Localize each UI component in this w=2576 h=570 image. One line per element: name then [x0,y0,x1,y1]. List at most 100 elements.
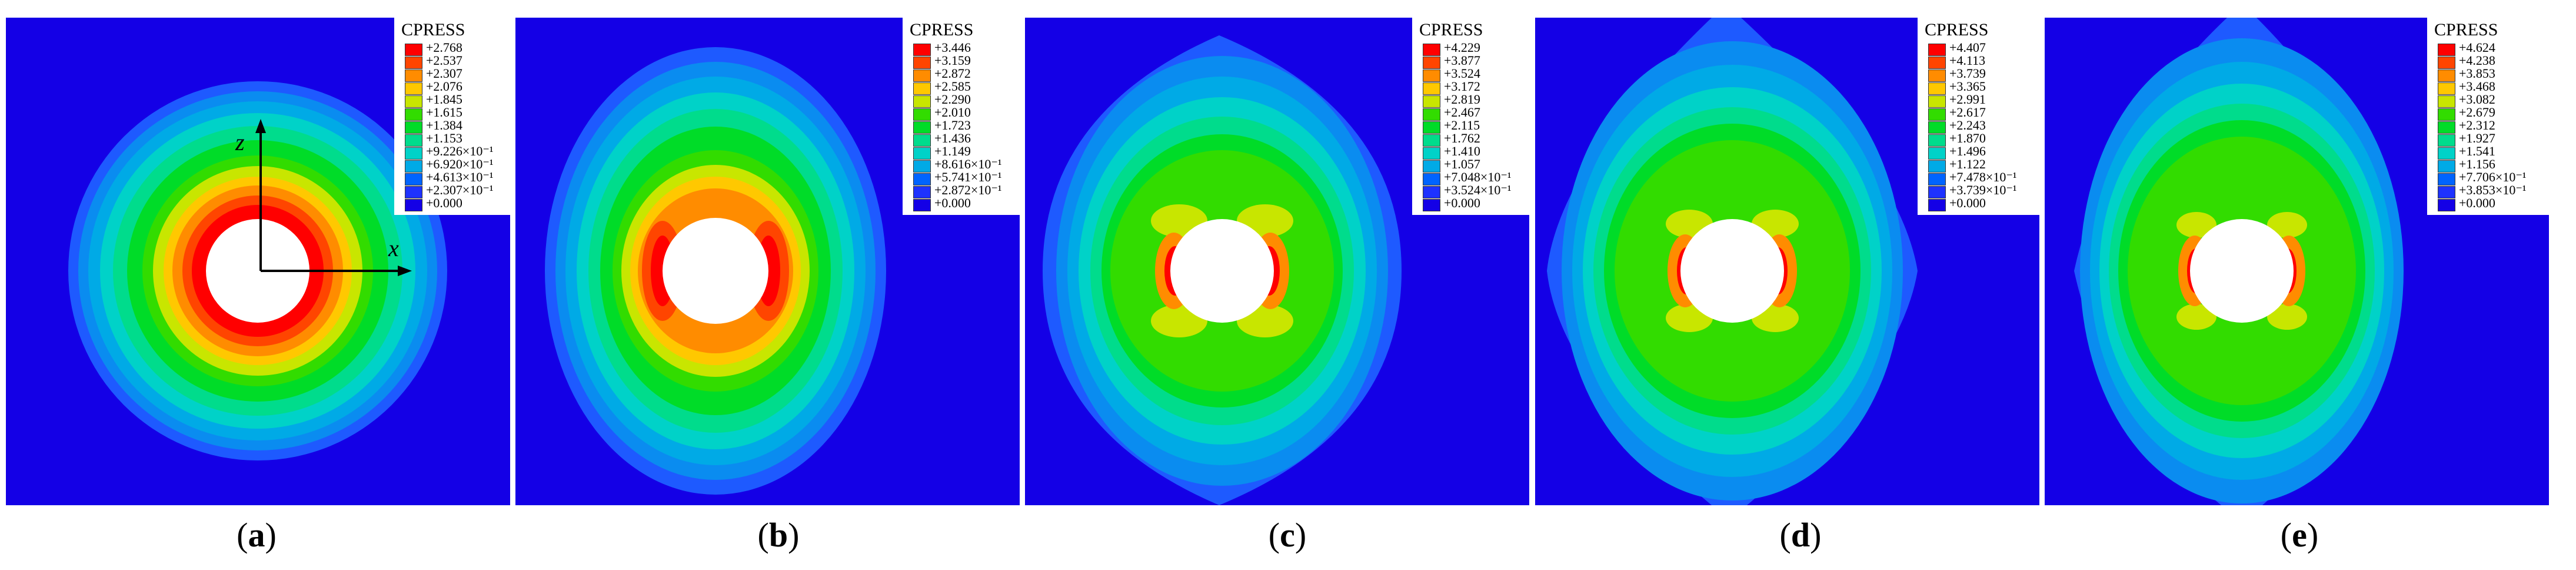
legend-swatch [1928,95,1946,108]
legend-value: +1.149 [934,144,971,158]
hole-d [1680,219,1784,323]
legend-value: +0.000 [934,195,971,210]
legend-d: CPRESS +4.407 +4.113 +3.739 +3.365 +2.991 +2.… [1918,18,2053,215]
legend-value: +2.819 [1444,92,1480,107]
caption-d: (d) [1779,516,1822,554]
legend-value: +3.365 [1949,79,1986,94]
legend-swatch [2438,160,2455,173]
legend-swatch [1423,95,1440,108]
legend-swatch [405,199,422,211]
legend-value: +4.113 [1949,53,1986,68]
legend-e: CPRESS +4.624 +4.238 +3.853 +3.468 +3.082 +2.… [2427,18,2562,215]
legend-value: +4.624 [2459,40,2495,55]
legend-value: +3.524×10⁻¹ [1444,183,1512,197]
legend-value: +2.307×10⁻¹ [426,183,494,197]
lobe-e-ul [2176,212,2216,238]
lobe-e-ll [2176,304,2216,330]
legend-value: +4.229 [1444,40,1480,55]
legend-title-e: CPRESS [2434,20,2498,39]
legend-swatch [913,44,931,56]
legend-value: +2.872 [934,66,971,81]
legend-swatch [913,134,931,147]
legend-value: +9.226×10⁻¹ [426,144,494,158]
legend-value: +7.706×10⁻¹ [2459,170,2527,184]
lobe-e-ur [2267,212,2307,238]
legend-swatch [405,186,422,198]
legend-value: +2.872×10⁻¹ [934,183,1002,197]
caption-letter-c: c [1280,516,1295,554]
legend-value: +4.238 [2459,53,2495,68]
contour-plot-c [1025,18,1529,505]
z-axis-arrowhead [255,119,266,133]
legend-swatch [2438,95,2455,108]
legend-value: +0.000 [1444,195,1480,210]
legend-swatch [1928,160,1946,173]
legend-value: +1.057 [1444,157,1480,171]
legend-swatch [913,95,931,108]
legend-value: +2.467 [1444,105,1480,120]
legend-swatch [1928,69,1946,82]
legend-b: CPRESS +3.446 +3.159 +2.872 +2.585 +2.290 +2.… [903,18,1038,215]
z-axis-label: z [235,129,245,155]
legend-title-c: CPRESS [1419,20,1483,39]
legend-swatch [2438,199,2455,211]
panel-c: CPRESS +4.229 +3.877 +3.524 +3.172 +2.819 +2.… [1025,18,1547,505]
legend-value: +0.000 [1949,195,1986,210]
legend-swatch [913,108,931,121]
hole-c [1170,219,1274,323]
legend-value: +2.307 [426,66,462,81]
legend-value: +4.407 [1949,40,1986,55]
legend-swatch [1928,147,1946,160]
legend-value: +1.615 [426,105,462,120]
legend-swatch [1423,173,1440,185]
lobe-e-lr [2267,304,2307,330]
legend-value: +0.000 [2459,195,2495,210]
caption-a: (a) [237,516,277,554]
legend-value: +5.741×10⁻¹ [934,170,1002,184]
legend-value: +3.524 [1444,66,1480,81]
legend-swatch [1423,160,1440,173]
panel-a: z x CPRESS +2.768 +2.537 +2.307 +2.076 +1.84… [6,18,530,505]
legend-value: +1.845 [426,92,462,107]
legend-value: +2.991 [1949,92,1986,107]
legend-value: +3.739 [1949,66,1986,81]
legend-swatch [1928,186,1946,198]
legend-swatch [405,173,422,185]
legend-value: +2.243 [1949,118,1986,132]
legend-swatch [1928,121,1946,134]
legend-swatch [1423,147,1440,160]
legend-swatch [1423,82,1440,95]
legend-value: +3.159 [934,53,971,68]
legend-value: +3.739×10⁻¹ [1949,183,2017,197]
legend-swatch [913,160,931,173]
legend-value: +6.920×10⁻¹ [426,157,494,171]
legend-swatch [1423,134,1440,147]
contour-plot-a: z x [6,18,510,505]
legend-value: +2.768 [426,40,462,55]
panel-d: CPRESS +4.407 +4.113 +3.739 +3.365 +2.991 +2.… [1535,18,2053,505]
legend-swatch [913,121,931,134]
legend-swatch [2438,69,2455,82]
legend-swatch [1423,69,1440,82]
legend-value: +1.762 [1444,131,1480,145]
legend-value: +2.585 [934,79,971,94]
legend-value: +1.156 [2459,157,2495,171]
legend-value: +1.436 [934,131,971,145]
contour-plot-b [515,18,1020,505]
legend-value: +1.410 [1444,144,1480,158]
legend-swatch [913,199,931,211]
caption-letter-e: e [2292,516,2307,554]
legend-value: +1.384 [426,118,462,132]
legend-value: +1.541 [2459,144,2495,158]
legend-swatch [1423,186,1440,198]
legend-swatch [1928,199,1946,211]
hole-a [206,219,309,323]
legend-swatch [2438,134,2455,147]
legend-value: +2.679 [2459,105,2495,120]
legend-value: +1.153 [426,131,462,145]
legend-value: +2.537 [426,53,462,68]
legend-value: +3.853×10⁻¹ [2459,183,2527,197]
legend-value: +7.478×10⁻¹ [1949,170,2017,184]
legend-swatch [2438,82,2455,95]
legend-swatch [1423,108,1440,121]
